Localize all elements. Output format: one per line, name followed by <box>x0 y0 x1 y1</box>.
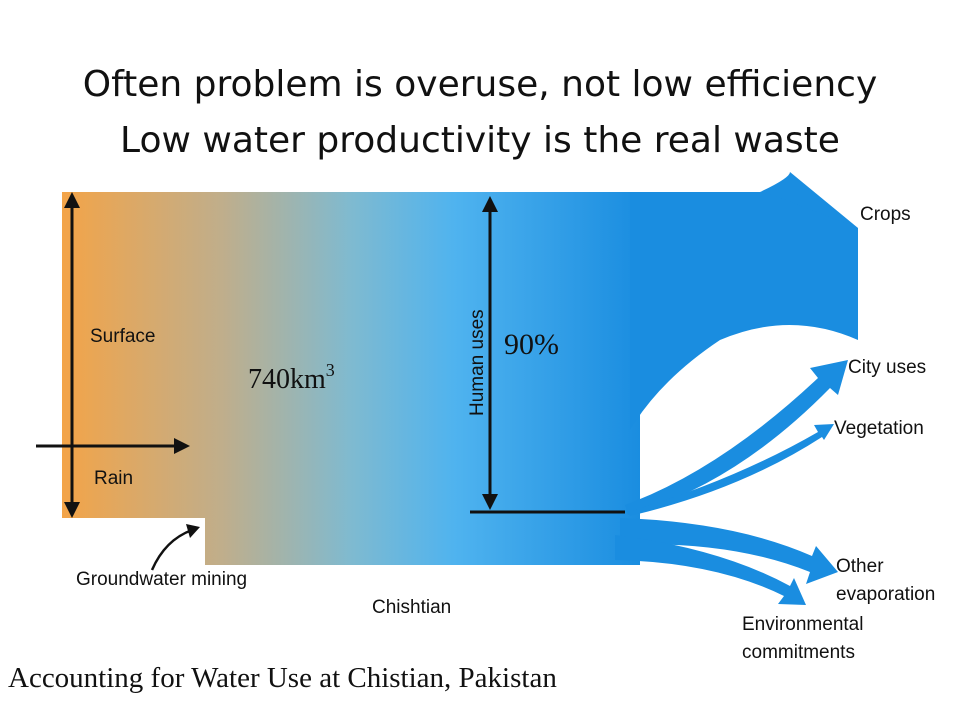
title-line-2: Low water productivity is the real waste <box>120 120 840 161</box>
human-uses-label: Human uses <box>467 309 488 416</box>
groundwater-arrow <box>150 528 193 571</box>
surface-label: Surface <box>90 326 155 347</box>
title-line-1: Often problem is overuse, not low effici… <box>82 64 878 105</box>
rain-arrow-head <box>174 438 190 454</box>
main-flow-band <box>62 192 640 565</box>
human-uses-arrow-up <box>482 196 498 212</box>
environmental-label-1: Environmental <box>742 614 863 635</box>
environmental-flow <box>615 535 806 605</box>
other-evaporation-flow <box>620 518 838 584</box>
rain-label: Rain <box>94 468 133 489</box>
vegetation-label: Vegetation <box>834 418 924 439</box>
arrow-head-up <box>64 192 80 208</box>
city-uses-label: City uses <box>848 357 926 378</box>
location-label: Chishtian <box>372 597 451 618</box>
crops-label: Crops <box>860 204 911 225</box>
caption: Accounting for Water Use at Chistian, Pa… <box>8 662 557 694</box>
groundwater-label: Groundwater mining <box>76 569 247 590</box>
crops-flow-body <box>630 192 858 430</box>
environmental-label-2: commitments <box>742 642 855 663</box>
total-volume-label: 740km3 <box>248 360 335 395</box>
other-evaporation-label-2: evaporation <box>836 584 935 605</box>
city-uses-flow <box>625 360 848 515</box>
arrow-head-down <box>64 502 80 518</box>
human-uses-arrow-down <box>482 494 498 510</box>
human-uses-percent: 90% <box>504 328 559 361</box>
vegetation-flow <box>628 424 834 516</box>
other-evaporation-label-1: Other <box>836 556 884 577</box>
groundwater-arrow-head <box>186 524 200 538</box>
